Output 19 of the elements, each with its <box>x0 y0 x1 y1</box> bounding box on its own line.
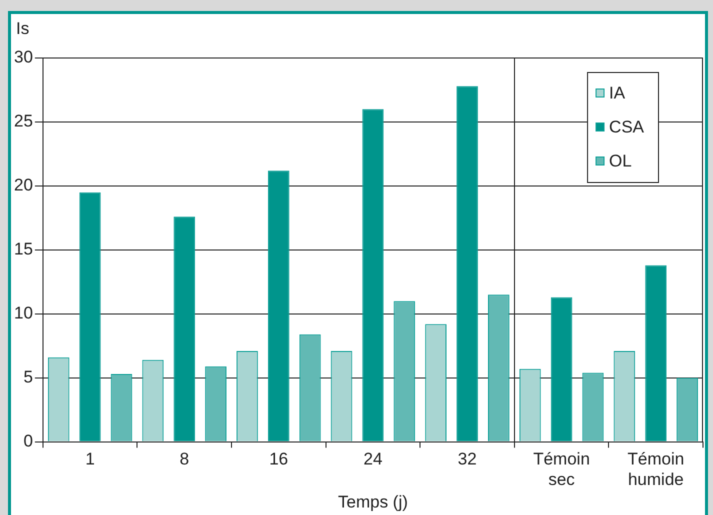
x-axis-title: Temps (j) <box>338 492 408 512</box>
y-tick-label: 10 <box>14 304 33 323</box>
x-tick-label: Témoin humide <box>628 450 684 490</box>
x-tick-label: 16 <box>269 450 288 469</box>
y-axis-title: Is <box>16 19 30 38</box>
x-tick-label: 32 <box>458 450 477 469</box>
x-tick-label: 8 <box>180 450 190 469</box>
legend-label: OL <box>609 152 632 171</box>
y-tick-label: 25 <box>14 112 33 131</box>
x-tick-label: 1 <box>85 450 95 469</box>
y-tick-label: 30 <box>14 48 33 67</box>
x-tick-label: Témoin sec <box>533 450 590 490</box>
x-tick-label: 24 <box>363 450 382 469</box>
y-tick-label: 0 <box>23 431 33 450</box>
y-tick-label: 15 <box>14 240 33 259</box>
y-tick-label: 5 <box>23 368 33 387</box>
y-tick-label: 20 <box>14 176 33 195</box>
legend-label: CSA <box>609 118 645 137</box>
legend-label: IA <box>609 84 626 103</box>
